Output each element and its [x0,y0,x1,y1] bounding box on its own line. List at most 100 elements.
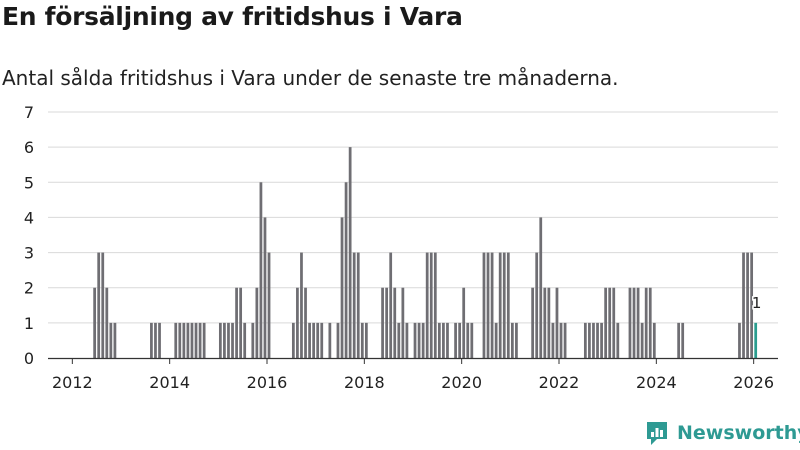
data-label: 1 [752,294,762,312]
bar [470,322,474,358]
bar [555,287,559,358]
bar [113,322,117,358]
bar [239,287,243,358]
bar [628,287,632,358]
bar [178,322,182,358]
bar [267,252,271,358]
bar [182,322,186,358]
bar [604,287,608,358]
bar [328,322,332,358]
y-tick-label: 4 [24,208,34,227]
bar [559,322,563,358]
bar [583,322,587,358]
bar [397,322,401,358]
bar [482,252,486,358]
bar [535,252,539,358]
x-tick-label: 2016 [247,373,288,392]
bar [543,287,547,358]
bar [312,322,316,358]
bar [592,322,595,358]
bar [344,182,348,358]
bar [648,287,652,358]
bar [490,252,494,358]
bar [389,252,393,358]
bar [612,287,616,358]
bar [746,252,749,358]
brand-logo: Newsworthy [645,420,800,446]
bar [308,322,311,358]
bar [636,287,640,358]
chart-subtitle: Antal sålda fritidshus i Vara under de s… [2,66,619,90]
bar [681,322,685,358]
bar [218,322,222,358]
y-tick-label: 3 [24,244,34,263]
bar [437,322,441,358]
bar [109,322,113,358]
bar [190,322,194,358]
bar [738,322,741,358]
bar [255,287,259,358]
bar [251,322,255,358]
bar [300,252,303,358]
bar [243,322,247,358]
bar [531,287,535,358]
bar [750,252,754,358]
bar [263,217,267,358]
y-tick-label: 5 [24,173,34,192]
bar [97,252,101,358]
x-tick-label: 2014 [149,373,190,392]
bar [421,322,425,358]
bar [291,322,295,358]
bar [608,287,612,358]
bar [429,252,433,358]
bar [510,322,514,358]
bar [652,322,656,358]
x-tick-label: 2018 [344,373,385,392]
bar [515,322,518,358]
bar [547,287,551,358]
bar [539,217,543,358]
bar [425,252,429,358]
bar [235,287,238,358]
bar [316,322,320,358]
bar [360,322,364,358]
bar [502,252,506,358]
bar [466,322,470,358]
bar [405,322,409,358]
y-tick-label: 6 [24,138,34,157]
bar [462,287,466,358]
bar-highlight [754,322,758,358]
bar [154,322,157,358]
bar [227,322,230,358]
bar [644,287,648,358]
bar [296,287,299,358]
bar [486,252,490,358]
bar [194,322,198,358]
bar [336,322,340,358]
bar [551,322,555,358]
bar [401,287,405,358]
y-tick-label: 1 [24,314,34,333]
bar [356,252,360,358]
bar [563,322,567,358]
bar [364,322,368,358]
bar [458,322,462,358]
y-tick-label: 7 [24,103,34,122]
x-tick-label: 2022 [539,373,580,392]
x-tick-label: 2024 [636,373,677,392]
bar [742,252,745,358]
bar [186,322,190,358]
x-tick-label: 2026 [733,373,774,392]
y-tick-label: 0 [24,349,34,368]
bar [304,287,307,358]
bar [442,322,445,358]
bar [348,147,352,358]
bar [640,322,644,358]
bar [223,322,226,358]
bar [596,322,599,358]
bar [417,322,421,358]
bar [381,287,384,358]
bar [616,322,620,358]
x-tick-label: 2020 [441,373,482,392]
